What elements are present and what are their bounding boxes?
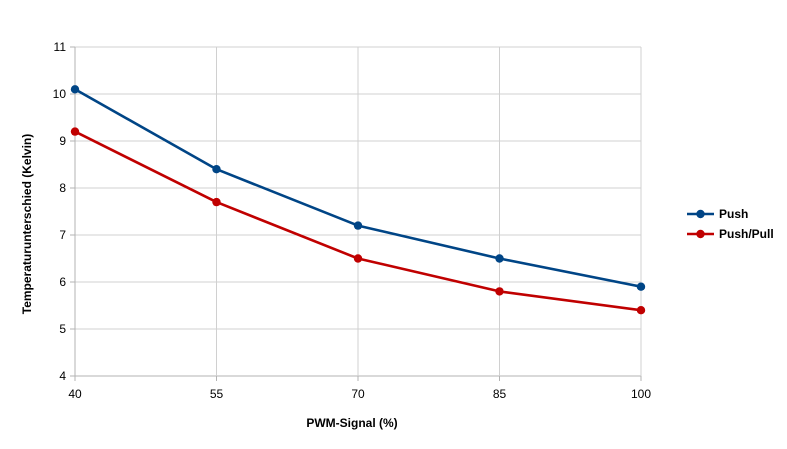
- data-point: [353, 221, 363, 230]
- y-tick-label: 8: [59, 181, 66, 195]
- y-tick-label: 4: [59, 369, 66, 383]
- x-axis-title: PWM-Signal (%): [306, 416, 397, 430]
- legend-label-1: Push: [719, 207, 748, 221]
- x-tick-label: 85: [493, 387, 507, 401]
- y-axis-title: Temperaturunterschied (Kelvin): [20, 134, 34, 314]
- x-tick-label: 100: [631, 387, 651, 401]
- y-tick-label: 5: [59, 322, 66, 336]
- grid: [70, 46, 642, 381]
- y-tick-label: 10: [53, 87, 67, 101]
- legend-label-2: Push/Pull: [719, 227, 774, 241]
- x-tick-label: 70: [351, 387, 365, 401]
- data-point: [495, 254, 504, 263]
- y-tick-label: 7: [59, 228, 66, 242]
- x-tick-label: 55: [210, 387, 224, 401]
- x-tick-labels: 40 55 70 85 100: [68, 387, 651, 401]
- data-point: [70, 127, 80, 136]
- data-point: [353, 254, 363, 263]
- y-tick-label: 6: [59, 275, 66, 289]
- data-point: [70, 85, 80, 94]
- data-point: [636, 306, 646, 315]
- series-layer: [70, 85, 646, 315]
- y-tick-labels: 4 5 6 7 8 9 10 11: [53, 40, 67, 383]
- legend: Push Push/Pull: [687, 207, 774, 241]
- data-point: [636, 282, 646, 291]
- y-tick-label: 11: [54, 40, 67, 54]
- legend-marker-2: [696, 229, 705, 239]
- x-tick-label: 40: [68, 387, 82, 401]
- data-point: [212, 165, 221, 174]
- data-point: [495, 287, 504, 296]
- y-tick-label: 9: [59, 134, 66, 148]
- legend-marker-1: [696, 209, 705, 219]
- data-point: [212, 197, 221, 207]
